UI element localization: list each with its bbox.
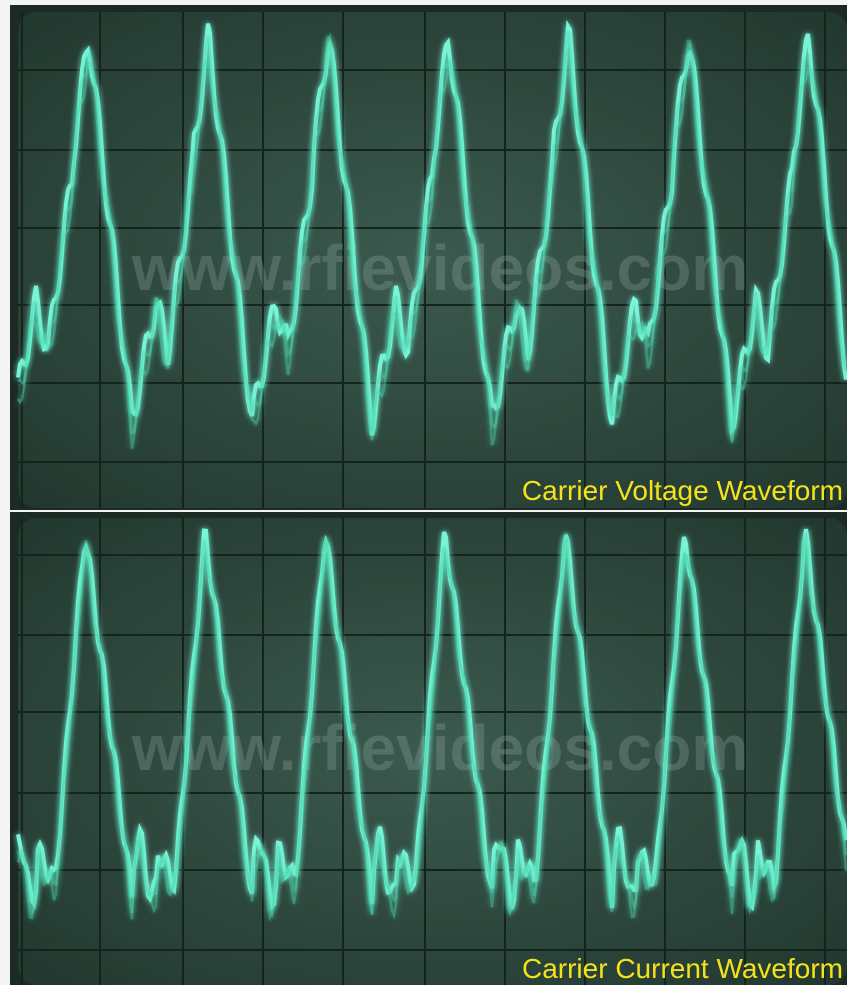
watermark: www.rfievideos.com bbox=[131, 712, 748, 784]
caption: Carrier Voltage Waveform bbox=[522, 475, 843, 506]
waveform-trace bbox=[16, 36, 847, 449]
caption: Carrier Current Waveform bbox=[522, 953, 843, 984]
scope-panel: www.rfievideos.com Carrier Current Wavef… bbox=[10, 512, 847, 985]
scope-panel: www.rfievideos.com Carrier Voltage Wavef… bbox=[10, 5, 847, 510]
waveform-trace bbox=[16, 538, 847, 922]
